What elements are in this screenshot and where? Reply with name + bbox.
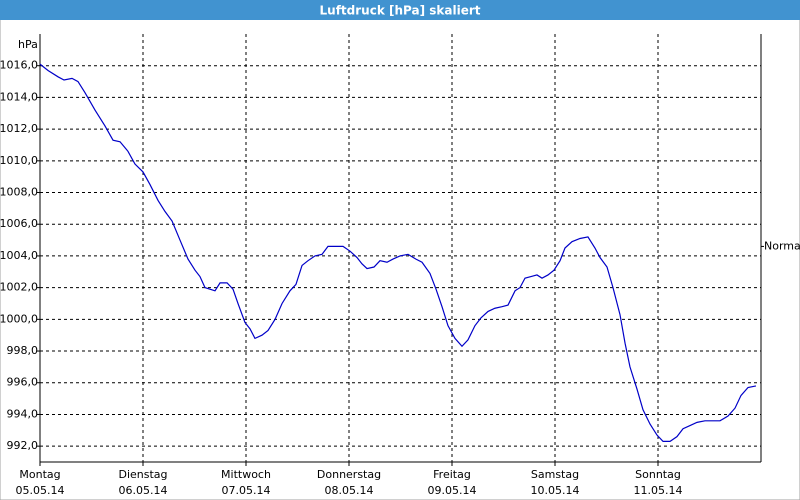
x-tick-label: Mittwoch <box>221 468 271 481</box>
pressure-line <box>39 63 757 442</box>
y-tick-label: 992,0 <box>7 439 39 452</box>
y-tick-label: 1002,0 <box>0 281 38 294</box>
x-tick-date: 09.05.14 <box>428 484 477 497</box>
x-tick-label: Montag <box>19 468 60 481</box>
y-tick-label: 998,0 <box>7 344 39 357</box>
y-tick-label: 1016,0 <box>0 59 38 72</box>
x-tick-date: 06.05.14 <box>119 484 168 497</box>
x-tick-label: Donnerstag <box>317 468 381 481</box>
y-tick-label: 1006,0 <box>0 217 38 230</box>
y-tick-label: 1004,0 <box>0 249 38 262</box>
x-tick-date: 08.05.14 <box>325 484 374 497</box>
y-tick-label: 996,0 <box>7 376 39 389</box>
normal-label: Normal <box>764 239 800 252</box>
chart-title: Luftdruck [hPa] skaliert <box>320 4 481 18</box>
y-tick-label: 1008,0 <box>0 186 38 199</box>
x-tick-label: Freitag <box>433 468 471 481</box>
x-tick-label: Dienstag <box>118 468 167 481</box>
x-tick-date: 07.05.14 <box>222 484 271 497</box>
y-tick-label: 1012,0 <box>0 122 38 135</box>
x-tick-label: Sonntag <box>635 468 681 481</box>
title-bar <box>0 0 800 20</box>
x-tick-date: 05.05.14 <box>16 484 65 497</box>
x-tick-date: 10.05.14 <box>531 484 580 497</box>
x-tick-label: Samstag <box>531 468 579 481</box>
y-tick-label: 1000,0 <box>0 312 38 325</box>
y-tick-label: 1014,0 <box>0 90 38 103</box>
x-tick-date: 11.05.14 <box>634 484 683 497</box>
y-tick-label: 1010,0 <box>0 154 38 167</box>
y-unit: hPa <box>18 38 38 51</box>
y-tick-label: 994,0 <box>7 407 39 420</box>
